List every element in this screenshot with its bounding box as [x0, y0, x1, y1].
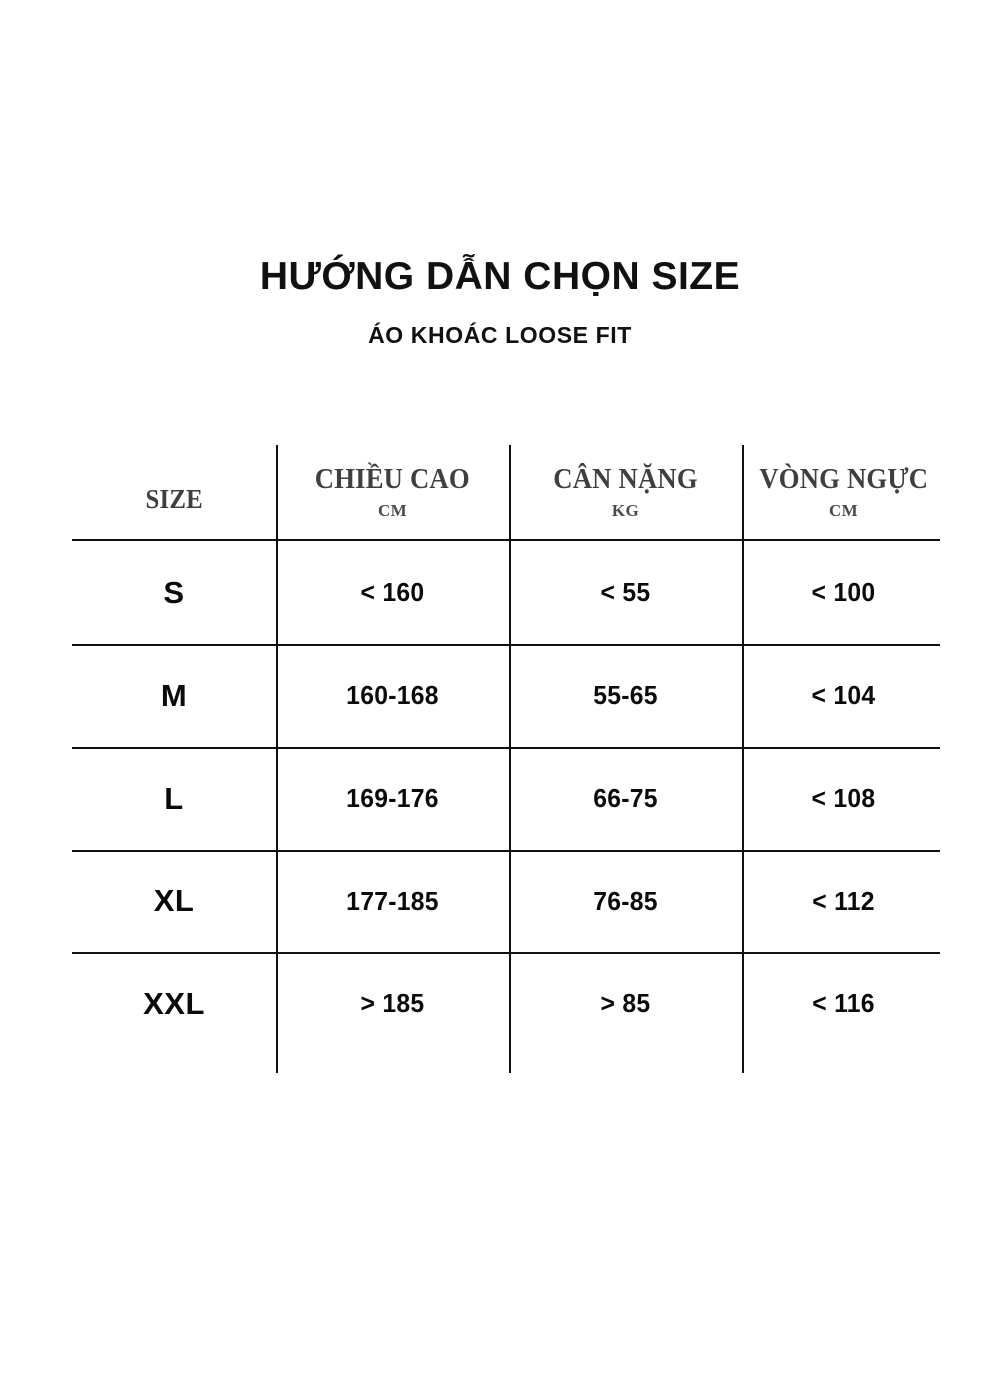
table-row: XXL > 185 > 85 < 116 — [72, 952, 945, 1055]
table-row: L 169-176 66-75 < 108 — [72, 747, 945, 850]
cell-height: 169-176 — [346, 783, 439, 813]
row-divider-4 — [72, 952, 940, 954]
column-header-unit: KG — [611, 501, 640, 520]
column-divider-3 — [742, 445, 744, 1073]
column-header-label: CHIỀU CAO — [314, 463, 471, 495]
column-header-size: SIZE — [72, 445, 276, 539]
cell-weight: < 55 — [600, 577, 651, 607]
cell-height: > 185 — [360, 988, 425, 1018]
table-body: S < 160 < 55 < 100 M 160-168 55-65 < 104… — [72, 541, 945, 1055]
cell-height: 177-185 — [346, 885, 439, 916]
column-header-label: SIZE — [145, 483, 203, 514]
column-header-label: CÂN NẶNG — [553, 463, 698, 495]
cell-height: 160-168 — [346, 680, 439, 710]
column-header-chest: VÒNG NGỰC CM — [742, 445, 945, 539]
cell-chest: < 116 — [812, 988, 875, 1018]
column-header-unit: CM — [377, 501, 408, 520]
column-divider-2 — [509, 445, 511, 1073]
column-header-unit: CM — [828, 501, 859, 520]
page-subtitle: ÁO KHOÁC LOOSE FIT — [368, 321, 632, 348]
table-row: M 160-168 55-65 < 104 — [72, 644, 945, 747]
cell-size: M — [160, 677, 188, 713]
cell-size: L — [164, 780, 184, 816]
column-divider-1 — [276, 445, 278, 1073]
cell-weight: 66-75 — [593, 783, 658, 813]
cell-weight: > 85 — [600, 988, 651, 1018]
table-row: S < 160 < 55 < 100 — [72, 541, 945, 644]
cell-chest: < 104 — [811, 680, 876, 710]
cell-weight: 55-65 — [593, 680, 658, 710]
cell-weight: 76-85 — [593, 885, 658, 916]
cell-chest: < 100 — [811, 577, 876, 607]
page-title: HƯỚNG DẪN CHỌN SIZE — [259, 255, 741, 298]
row-divider-3 — [72, 850, 940, 852]
row-divider-header — [72, 539, 940, 541]
column-header-weight: CÂN NẶNG KG — [509, 445, 742, 539]
cell-size: S — [163, 574, 185, 610]
column-header-label: VÒNG NGỰC — [759, 463, 928, 495]
cell-size: XL — [153, 883, 195, 918]
size-guide-table: SIZE CHIỀU CAO CM CÂN NẶNG KG VÒNG NGỰC … — [72, 445, 945, 1073]
column-header-height: CHIỀU CAO CM — [276, 445, 509, 539]
cell-chest: < 108 — [811, 783, 876, 813]
table-header-row: SIZE CHIỀU CAO CM CÂN NẶNG KG VÒNG NGỰC … — [72, 445, 945, 539]
cell-size: XXL — [143, 985, 205, 1021]
heading-block: HƯỚNG DẪN CHỌN SIZE ÁO KHOÁC LOOSE FIT — [0, 255, 1000, 349]
cell-chest: < 112 — [812, 885, 875, 916]
table-row: XL 177-185 76-85 < 112 — [72, 850, 945, 952]
cell-height: < 160 — [360, 577, 425, 607]
row-divider-2 — [72, 747, 940, 749]
row-divider-1 — [72, 644, 940, 646]
